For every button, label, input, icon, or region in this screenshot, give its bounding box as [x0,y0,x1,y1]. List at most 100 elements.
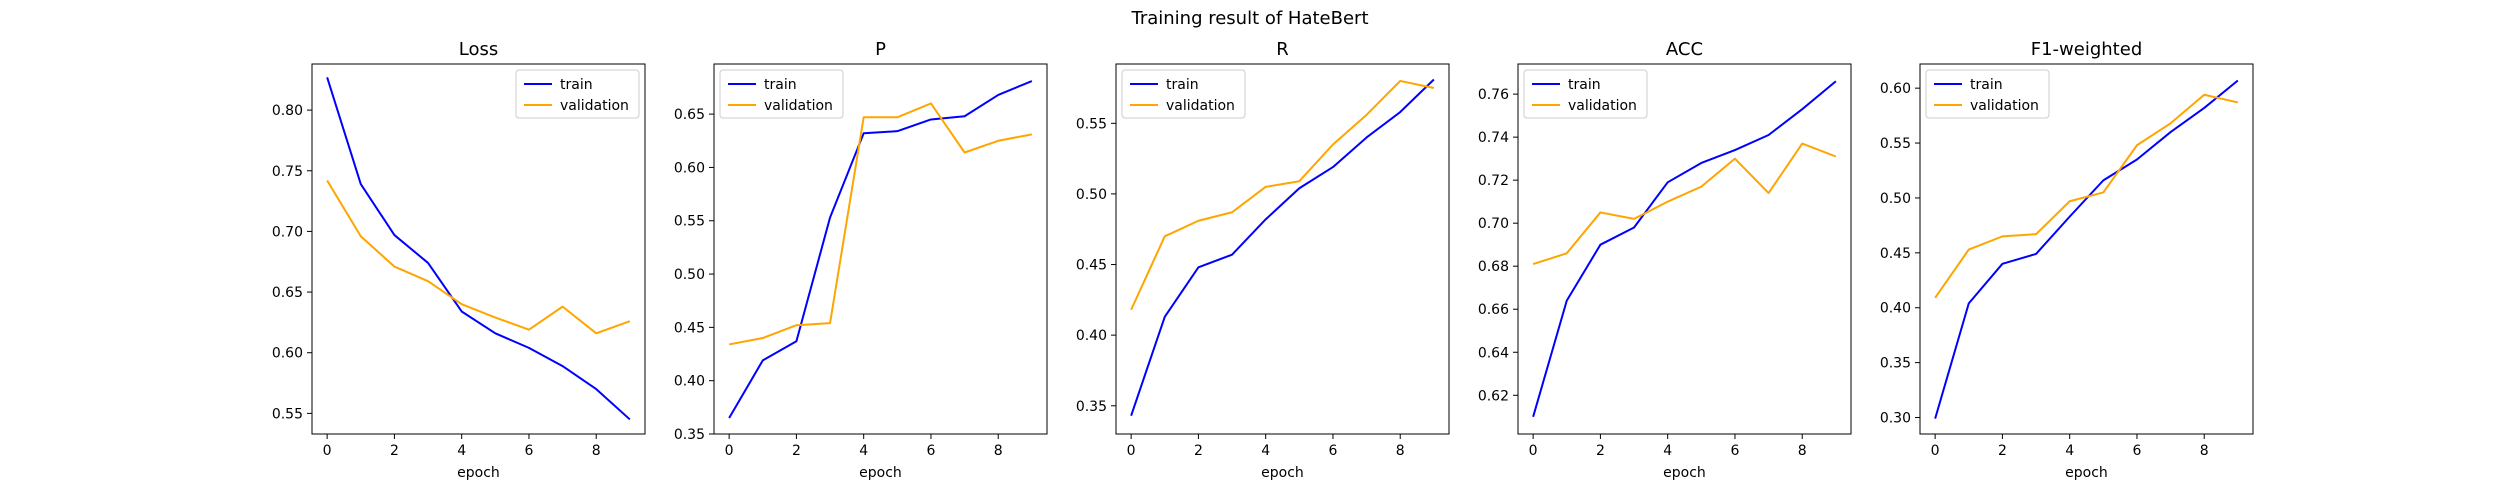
x-tick-label: 2 [1596,443,1605,459]
series-line-validation [1934,93,2239,299]
y-tick-label: 0.60 [272,346,303,362]
y-tick-label: 0.40 [1880,301,1911,317]
y-tick-label: 0.35 [1076,399,1107,415]
x-tick-label: 6 [524,443,533,459]
legend-label-train: train [1568,77,1601,93]
y-tick-label: 0.35 [1880,356,1911,372]
y-tick-label: 0.75 [272,164,303,180]
x-axis-label: epoch [859,465,902,481]
plot-frame [311,63,646,435]
y-tick-label: 0.35 [674,427,705,443]
y-tick-label: 0.70 [1478,216,1509,232]
subplot-p: P 0 2 4 6 8 0.35 0.40 0.45 0.50 0.55 0.60 0.65 epoch t… [674,39,1048,481]
y-tick-label: 0.65 [674,107,705,123]
y-tick-label: 0.76 [1478,87,1509,103]
plot-frame [1919,63,2254,435]
subplot-loss: Loss 0 2 4 6 8 0.55 0.60 0.65 0.70 0.75 0.80 epoch tr… [272,39,646,481]
y-tick-label: 0.55 [272,406,303,422]
legend: train validation [719,69,844,119]
x-axis-label: epoch [457,465,500,481]
x-tick-label: 4 [859,443,868,459]
subplot-f1-weighted: F1-weighted 0 2 4 6 8 0.30 0.35 0.40 0.45 0.50 0.55… [1880,39,2254,481]
x-tick-label: 2 [390,443,399,459]
series-line-train [1130,78,1435,416]
y-tick-label: 0.74 [1478,130,1509,146]
legend-label-train: train [1166,77,1199,93]
legend-label-train: train [560,77,593,93]
series-line-train [1532,80,1837,418]
x-tick-label: 4 [2065,443,2074,459]
x-tick-label: 8 [994,443,1003,459]
x-tick-label: 6 [1328,443,1337,459]
legend-label-train: train [764,77,797,93]
y-tick-label: 0.50 [1880,191,1911,207]
subplots: Loss 0 2 4 6 8 0.55 0.60 0.65 0.70 0.75 0.80 epoch tr… [272,39,2254,481]
y-tick-label: 0.45 [674,320,705,336]
legend-label-validation: validation [1568,98,1637,114]
x-tick-label: 2 [1194,443,1203,459]
x-axis-label: epoch [1663,465,1706,481]
x-tick-label: 8 [1396,443,1405,459]
x-tick-label: 4 [1663,443,1672,459]
plot-title: F1-weighted [2031,39,2143,60]
x-tick-label: 2 [1998,443,2007,459]
plot-title: R [1276,39,1289,60]
y-tick-label: 0.64 [1478,345,1509,361]
y-tick-label: 0.40 [1076,328,1107,344]
y-tick-label: 0.45 [1880,246,1911,262]
y-tick-label: 0.66 [1478,302,1509,318]
series-line-validation [1532,142,1837,266]
y-tick-label: 0.45 [1076,258,1107,274]
y-tick-label: 0.40 [674,374,705,390]
legend-label-train: train [1970,77,2003,93]
y-tick-label: 0.65 [272,285,303,301]
plot-frame [1115,63,1450,435]
legend: train validation [1925,69,2050,119]
plot-frame [1517,63,1852,435]
y-tick-label: 0.55 [674,214,705,230]
y-tick-label: 0.62 [1478,388,1509,404]
x-axis-label: epoch [1261,465,1304,481]
x-tick-label: 6 [1730,443,1739,459]
subplot-r: R 0 2 4 6 8 0.35 0.40 0.45 0.50 0.55 epoch train vali… [1076,39,1450,481]
x-tick-label: 2 [792,443,801,459]
x-tick-label: 0 [725,443,734,459]
series-line-train [728,80,1033,419]
x-tick-label: 8 [592,443,601,459]
legend: train validation [1523,69,1648,119]
legend: train validation [515,69,640,119]
x-tick-label: 0 [1931,443,1940,459]
x-axis-label: epoch [2065,465,2108,481]
series-line-validation [326,179,631,335]
y-tick-label: 0.55 [1076,116,1107,132]
plot-frame [713,63,1048,435]
y-tick-label: 0.68 [1478,259,1509,275]
legend-label-validation: validation [1166,98,1235,114]
series-line-validation [728,102,1033,346]
y-tick-label: 0.55 [1880,136,1911,152]
legend-label-validation: validation [1970,98,2039,114]
y-tick-label: 0.50 [1076,187,1107,203]
x-tick-label: 0 [323,443,332,459]
x-tick-label: 6 [926,443,935,459]
series-line-train [1934,79,2239,419]
series-line-validation [1130,79,1435,311]
plot-title: ACC [1666,39,1703,60]
x-tick-label: 4 [457,443,466,459]
y-tick-label: 0.80 [272,103,303,119]
x-tick-label: 6 [2132,443,2141,459]
x-tick-label: 4 [1261,443,1270,459]
y-tick-label: 0.30 [1880,411,1911,427]
y-tick-label: 0.72 [1478,173,1509,189]
y-tick-label: 0.60 [1880,81,1911,97]
x-tick-label: 8 [2200,443,2209,459]
plot-title: P [875,39,886,60]
y-tick-label: 0.70 [272,224,303,240]
plot-title: Loss [459,39,498,60]
y-tick-label: 0.50 [674,267,705,283]
subplot-acc: ACC 0 2 4 6 8 0.62 0.64 0.66 0.68 0.70 0.72 0.74 0.76… [1478,39,1852,481]
y-tick-label: 0.60 [674,160,705,176]
x-tick-label: 8 [1798,443,1807,459]
